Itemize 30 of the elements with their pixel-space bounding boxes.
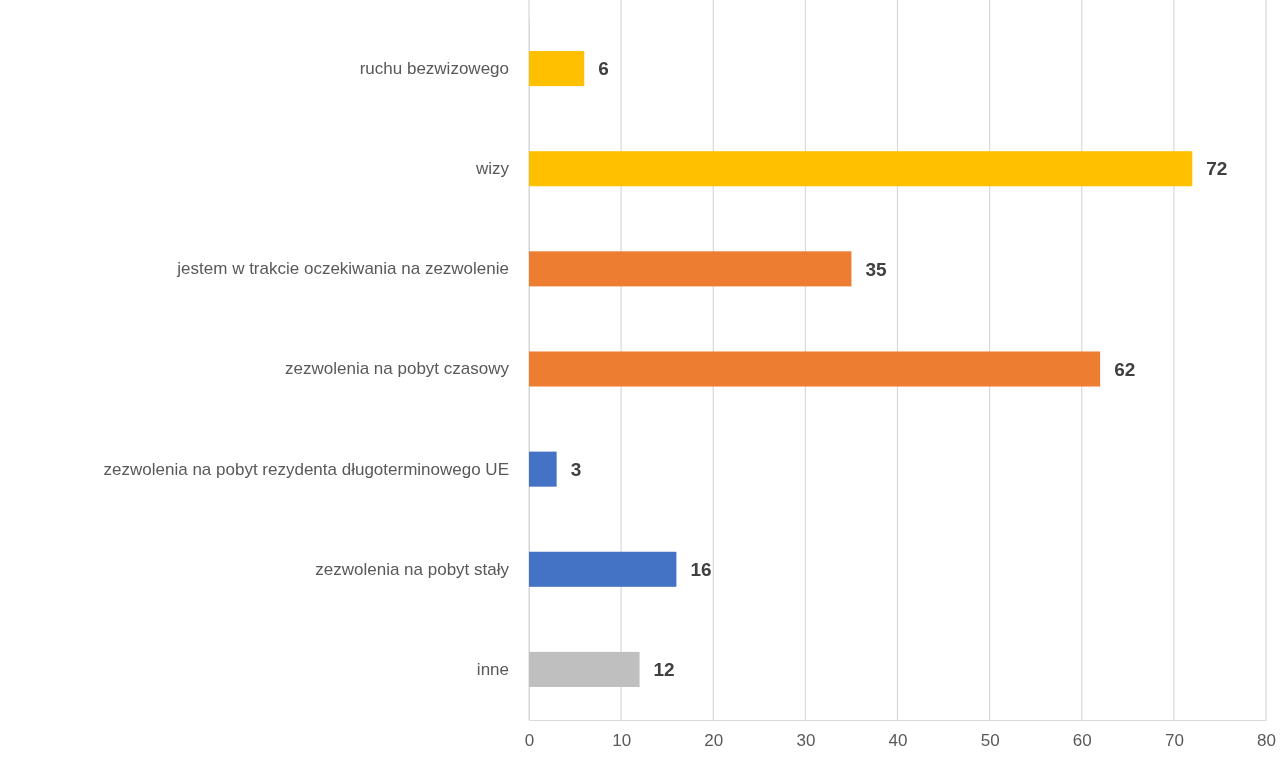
x-tick-label: 20 — [704, 731, 724, 751]
bar — [529, 51, 585, 87]
x-tick-label: 10 — [612, 731, 632, 751]
x-tick-label: 30 — [796, 731, 816, 751]
x-tick-label: 60 — [1072, 731, 1092, 751]
y-tick-label: inne — [476, 659, 509, 679]
bar — [529, 151, 1193, 187]
bar — [529, 551, 677, 587]
data-label: 35 — [865, 258, 887, 280]
data-label: 16 — [690, 558, 712, 580]
x-tick-label: 50 — [980, 731, 1000, 751]
y-tick-label: zezwolenia na pobyt rezydenta długoterminowego UE — [103, 459, 509, 479]
data-label: 62 — [1114, 358, 1136, 380]
bar — [529, 651, 640, 687]
x-tick-label: 70 — [1164, 731, 1184, 751]
x-tick-label: 40 — [888, 731, 908, 751]
data-label: 3 — [570, 458, 582, 480]
y-tick-label: zezwolenia na pobyt czasowy — [285, 359, 510, 379]
y-tick-label: ruchu bezwizowego — [359, 59, 509, 79]
y-tick-label: wizy — [474, 159, 510, 179]
bar — [529, 451, 557, 487]
x-tick-label: 0 — [524, 731, 535, 751]
y-tick-label: jestem w trakcie oczekiwania na zezwolenie — [176, 259, 509, 279]
data-label: 6 — [598, 58, 609, 80]
y-tick-label: zezwolenia na pobyt stały — [315, 559, 510, 579]
data-label: 12 — [653, 659, 675, 681]
bar — [529, 251, 852, 287]
data-label: 72 — [1206, 158, 1228, 180]
bar — [529, 351, 1101, 387]
x-tick-label: 80 — [1257, 731, 1276, 751]
